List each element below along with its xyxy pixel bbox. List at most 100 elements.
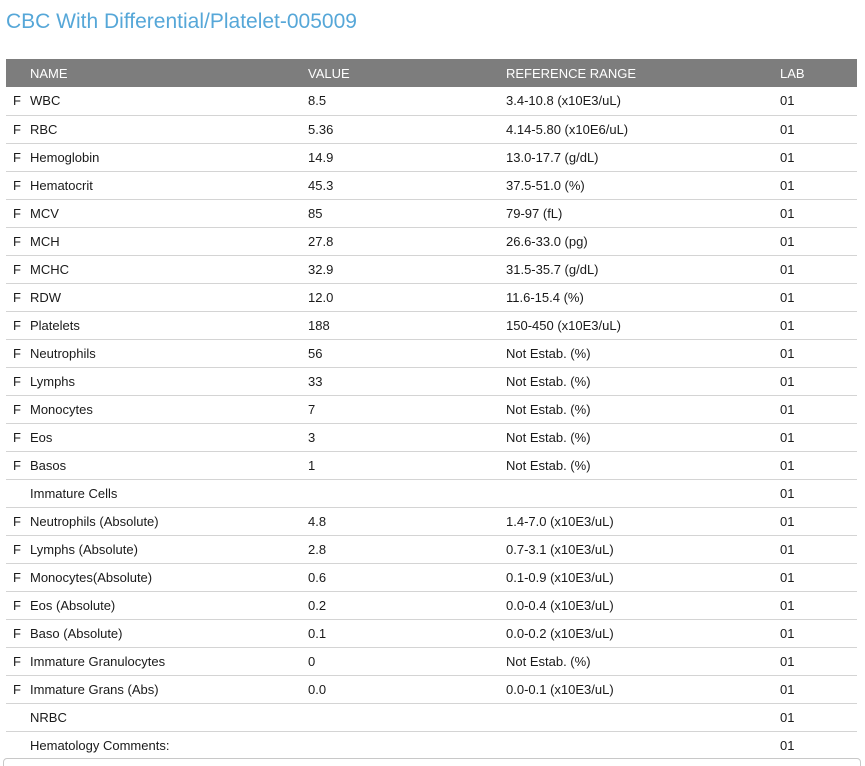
row-reference-range: Not Estab. (%) bbox=[506, 451, 780, 480]
row-result-value: 12.0 bbox=[308, 283, 506, 312]
row-abnormal-flag: F bbox=[6, 591, 30, 620]
table-row: Hematology Comments: 01 bbox=[6, 731, 857, 760]
row-test-name: Immature Cells bbox=[30, 479, 308, 508]
table-row: F Lymphs 33 Not Estab. (%) 01 bbox=[6, 367, 857, 396]
row-lab-code: 01 bbox=[780, 115, 857, 144]
lab-report-page: CBC With Differential/Platelet-005009 NA… bbox=[0, 10, 865, 766]
comments-box bbox=[3, 757, 861, 766]
row-lab-code: 01 bbox=[780, 395, 857, 424]
column-header-name: NAME bbox=[30, 59, 308, 87]
row-reference-range: 150-450 (x10E3/uL) bbox=[506, 311, 780, 340]
row-lab-code: 01 bbox=[780, 731, 857, 760]
row-lab-code: 01 bbox=[780, 619, 857, 648]
row-result-value: 0 bbox=[308, 647, 506, 676]
table-row: NRBC 01 bbox=[6, 703, 857, 732]
row-abnormal-flag: F bbox=[6, 563, 30, 592]
table-row: F Neutrophils (Absolute) 4.8 1.4-7.0 (x1… bbox=[6, 507, 857, 536]
table-row: F Basos 1 Not Estab. (%) 01 bbox=[6, 451, 857, 480]
row-test-name: Immature Grans (Abs) bbox=[30, 675, 308, 704]
table-row: F Lymphs (Absolute) 2.8 0.7-3.1 (x10E3/u… bbox=[6, 535, 857, 564]
row-test-name: RBC bbox=[30, 115, 308, 144]
row-abnormal-flag: F bbox=[6, 647, 30, 676]
row-result-value: 85 bbox=[308, 199, 506, 228]
row-lab-code: 01 bbox=[780, 199, 857, 228]
table-row: F Neutrophils 56 Not Estab. (%) 01 bbox=[6, 339, 857, 368]
row-result-value: 0.1 bbox=[308, 619, 506, 648]
row-lab-code: 01 bbox=[780, 339, 857, 368]
row-abnormal-flag: F bbox=[6, 451, 30, 480]
row-lab-code: 01 bbox=[780, 283, 857, 312]
row-result-value: 4.8 bbox=[308, 507, 506, 536]
row-lab-code: 01 bbox=[780, 255, 857, 284]
row-abnormal-flag: F bbox=[6, 675, 30, 704]
row-result-value: 1 bbox=[308, 451, 506, 480]
row-reference-range: Not Estab. (%) bbox=[506, 395, 780, 424]
row-reference-range: 4.14-5.80 (x10E6/uL) bbox=[506, 115, 780, 144]
row-result-value: 14.9 bbox=[308, 143, 506, 172]
table-row: F MCV 85 79-97 (fL) 01 bbox=[6, 199, 857, 228]
row-abnormal-flag: F bbox=[6, 535, 30, 564]
row-result-value bbox=[308, 731, 506, 760]
row-lab-code: 01 bbox=[780, 171, 857, 200]
column-header-value: VALUE bbox=[308, 59, 506, 87]
table-row: F RBC 5.36 4.14-5.80 (x10E6/uL) 01 bbox=[6, 115, 857, 144]
row-result-value: 27.8 bbox=[308, 227, 506, 256]
row-result-value: 0.0 bbox=[308, 675, 506, 704]
row-lab-code: 01 bbox=[780, 227, 857, 256]
row-reference-range: 1.4-7.0 (x10E3/uL) bbox=[506, 507, 780, 536]
row-test-name: WBC bbox=[30, 87, 308, 116]
report-title: CBC With Differential/Platelet-005009 bbox=[6, 10, 357, 33]
table-row: F MCHC 32.9 31.5-35.7 (g/dL) 01 bbox=[6, 255, 857, 284]
row-test-name: Hematocrit bbox=[30, 171, 308, 200]
row-test-name: MCHC bbox=[30, 255, 308, 284]
row-lab-code: 01 bbox=[780, 143, 857, 172]
row-reference-range: 26.6-33.0 (pg) bbox=[506, 227, 780, 256]
row-lab-code: 01 bbox=[780, 423, 857, 452]
row-abnormal-flag: F bbox=[6, 339, 30, 368]
row-abnormal-flag: F bbox=[6, 507, 30, 536]
row-result-value: 188 bbox=[308, 311, 506, 340]
table-row: F Immature Granulocytes 0 Not Estab. (%)… bbox=[6, 647, 857, 676]
row-lab-code: 01 bbox=[780, 675, 857, 704]
row-abnormal-flag bbox=[6, 703, 30, 732]
row-reference-range: 0.1-0.9 (x10E3/uL) bbox=[506, 563, 780, 592]
row-test-name: Monocytes(Absolute) bbox=[30, 563, 308, 592]
row-lab-code: 01 bbox=[780, 703, 857, 732]
row-test-name: Neutrophils bbox=[30, 339, 308, 368]
row-reference-range: 31.5-35.7 (g/dL) bbox=[506, 255, 780, 284]
row-reference-range bbox=[506, 479, 780, 508]
table-row: F Monocytes(Absolute) 0.6 0.1-0.9 (x10E3… bbox=[6, 563, 857, 592]
row-reference-range: 0.0-0.1 (x10E3/uL) bbox=[506, 675, 780, 704]
row-result-value: 45.3 bbox=[308, 171, 506, 200]
table-row: F RDW 12.0 11.6-15.4 (%) 01 bbox=[6, 283, 857, 312]
row-lab-code: 01 bbox=[780, 591, 857, 620]
table-row: F Eos (Absolute) 0.2 0.0-0.4 (x10E3/uL) … bbox=[6, 591, 857, 620]
row-test-name: Eos (Absolute) bbox=[30, 591, 308, 620]
row-lab-code: 01 bbox=[780, 563, 857, 592]
row-reference-range: Not Estab. (%) bbox=[506, 339, 780, 368]
row-abnormal-flag bbox=[6, 479, 30, 508]
row-reference-range: 3.4-10.8 (x10E3/uL) bbox=[506, 87, 780, 116]
row-abnormal-flag: F bbox=[6, 171, 30, 200]
row-reference-range: 79-97 (fL) bbox=[506, 199, 780, 228]
row-abnormal-flag: F bbox=[6, 395, 30, 424]
row-result-value: 7 bbox=[308, 395, 506, 424]
row-result-value: 32.9 bbox=[308, 255, 506, 284]
row-abnormal-flag: F bbox=[6, 619, 30, 648]
row-lab-code: 01 bbox=[780, 367, 857, 396]
row-lab-code: 01 bbox=[780, 451, 857, 480]
row-reference-range: 37.5-51.0 (%) bbox=[506, 171, 780, 200]
row-abnormal-flag: F bbox=[6, 255, 30, 284]
row-test-name: Neutrophils (Absolute) bbox=[30, 507, 308, 536]
row-lab-code: 01 bbox=[780, 87, 857, 116]
table-row: F Hemoglobin 14.9 13.0-17.7 (g/dL) 01 bbox=[6, 143, 857, 172]
row-result-value: 8.5 bbox=[308, 87, 506, 116]
row-abnormal-flag: F bbox=[6, 311, 30, 340]
table-header-row: NAME VALUE REFERENCE RANGE LAB bbox=[6, 59, 857, 87]
column-header-range: REFERENCE RANGE bbox=[506, 59, 780, 87]
table-row: F WBC 8.5 3.4-10.8 (x10E3/uL) 01 bbox=[6, 87, 857, 116]
row-test-name: Lymphs bbox=[30, 367, 308, 396]
row-result-value: 3 bbox=[308, 423, 506, 452]
row-test-name: Hemoglobin bbox=[30, 143, 308, 172]
table-row: F Baso (Absolute) 0.1 0.0-0.2 (x10E3/uL)… bbox=[6, 619, 857, 648]
